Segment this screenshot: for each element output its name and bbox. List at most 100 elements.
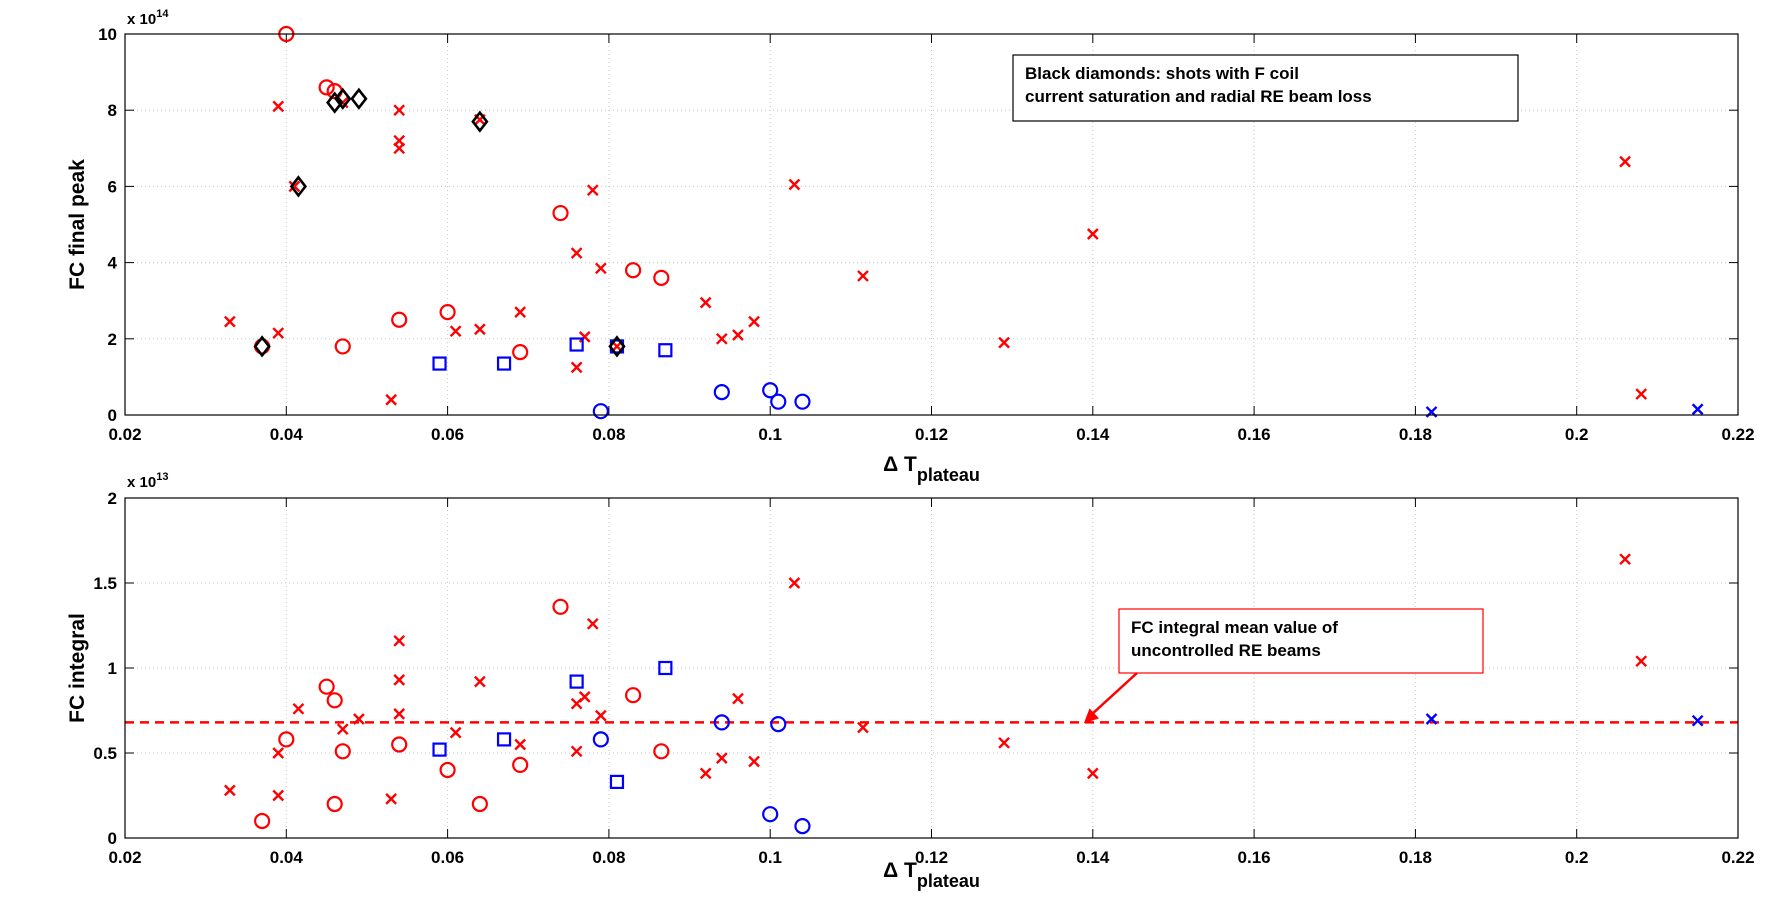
- data-point-circle: [334, 338, 351, 355]
- data-point-cross: [449, 325, 462, 338]
- data-point-cross: [732, 329, 744, 341]
- data-point-cross: [288, 180, 301, 193]
- data-point-cross: [594, 262, 607, 275]
- chart-bottom: 0.02 0.04 0.06 0.08 0.1 0.12 0.14 0.16 0.18 0.2 0.…: [66, 471, 1755, 891]
- data-point-square: [658, 660, 673, 676]
- data-point-cross: [353, 713, 365, 725]
- y-tick-label: 1.5: [93, 574, 117, 593]
- data-point-circle: [713, 384, 730, 401]
- x-tick-label: 0.2: [1565, 848, 1589, 867]
- x-tick-label: 0.02: [108, 848, 141, 867]
- y-tick-label: 4: [108, 254, 118, 273]
- data-point-cross: [1086, 767, 1099, 780]
- data-point-diamond: [289, 175, 308, 198]
- x-axis-label-subscript: plateau: [917, 465, 980, 485]
- annotation-text-line: current saturation and radial RE beam lo…: [1025, 87, 1372, 106]
- y-tick-label: 6: [108, 177, 117, 196]
- data-point-cross: [1635, 388, 1648, 400]
- data-point-cross: [715, 332, 728, 345]
- x-tick-label: 0.04: [270, 848, 304, 867]
- data-point-square: [496, 732, 512, 747]
- data-point-diamond: [334, 87, 352, 110]
- data-point-circle: [318, 79, 335, 96]
- data-point-diamond: [471, 110, 489, 133]
- annotation-box: [1012, 54, 1519, 122]
- annotation-arrow-line: [1091, 672, 1138, 715]
- annotation-text-line: uncontrolled RE beams: [1131, 641, 1321, 660]
- data-point-cross: [1691, 714, 1704, 727]
- y-tick-label: 0: [108, 406, 117, 425]
- data-point-cross: [393, 708, 406, 720]
- data-point-circle: [391, 311, 408, 328]
- data-point-circle: [512, 344, 529, 361]
- annotation-text-line: FC integral mean value of: [1131, 618, 1338, 637]
- x-tick-label: 0.16: [1238, 848, 1271, 867]
- x-tick-label: 0.08: [592, 425, 625, 444]
- x-tick-label: 0.18: [1399, 848, 1432, 867]
- x-axis-label: Δ Tplateau: [883, 453, 980, 485]
- data-point-cross: [1691, 403, 1704, 416]
- data-point-circle: [592, 403, 609, 420]
- data-point-cross: [699, 767, 712, 780]
- data-point-cross: [1425, 713, 1438, 725]
- y-axis-label: FC final peak: [66, 159, 89, 290]
- data-point-cross: [715, 752, 728, 764]
- x-tick-label: 0.06: [431, 848, 464, 867]
- axes-frame: [124, 33, 1739, 416]
- x-tick-label: 0.18: [1399, 425, 1432, 444]
- data-point-square: [658, 343, 673, 358]
- data-point-circle: [713, 714, 730, 731]
- x-tick-label: 0.22: [1721, 848, 1754, 867]
- data-point-cross: [474, 323, 486, 336]
- data-point-cross: [336, 723, 349, 736]
- x-tick-label: 0.12: [915, 425, 948, 444]
- annotation-box: [1118, 608, 1484, 674]
- data-point-cross: [998, 736, 1010, 749]
- data-point-cross: [788, 577, 801, 589]
- data-point-cross: [1619, 155, 1631, 168]
- x-tick-label: 0.08: [592, 848, 625, 867]
- x-tick-label: 0.12: [915, 848, 948, 867]
- data-point-square: [432, 742, 447, 757]
- data-point-circle: [254, 812, 271, 830]
- data-point-circle: [762, 382, 779, 399]
- data-point-circle: [439, 761, 456, 779]
- data-point-cross: [1619, 553, 1631, 566]
- data-point-cross: [514, 306, 527, 318]
- data-point-cross: [857, 270, 869, 282]
- data-point-circle: [653, 743, 670, 760]
- data-point-diamond: [350, 87, 368, 110]
- data-point-cross: [748, 755, 760, 768]
- x-tick-label: 0.16: [1238, 425, 1271, 444]
- y-tick-label: 8: [108, 101, 117, 120]
- y-tick-label: 2: [108, 330, 117, 349]
- x-tick-label: 0.1: [758, 848, 782, 867]
- data-point-circle: [512, 756, 529, 774]
- y-tick-label: 1: [108, 659, 117, 678]
- x-axis-label-subscript: plateau: [917, 871, 980, 891]
- axis-multiplier-exponent: 14: [156, 8, 169, 20]
- data-point-cross: [272, 789, 285, 802]
- data-point-square: [496, 356, 512, 371]
- data-point-cross: [393, 674, 406, 686]
- data-point-circle: [326, 692, 343, 709]
- data-point-circle: [471, 795, 488, 813]
- data-point-circle: [794, 817, 811, 835]
- data-point-cross: [385, 393, 397, 406]
- data-point-square: [569, 674, 584, 689]
- data-point-cross: [393, 634, 406, 647]
- data-point-cross: [788, 178, 801, 191]
- data-point-circle: [552, 204, 569, 222]
- data-point-cross: [449, 726, 462, 739]
- data-point-circle: [592, 731, 609, 748]
- data-point-cross: [272, 747, 285, 759]
- data-point-diamond: [608, 335, 626, 358]
- y-axis-label: FC integral: [66, 613, 89, 723]
- data-point-cross: [223, 784, 236, 797]
- data-point-circle: [762, 806, 779, 823]
- data-point-cross: [699, 296, 712, 309]
- data-point-cross: [998, 336, 1010, 349]
- data-point-cross: [514, 738, 527, 751]
- axes-frame: [124, 497, 1739, 839]
- data-point-circle: [326, 795, 343, 813]
